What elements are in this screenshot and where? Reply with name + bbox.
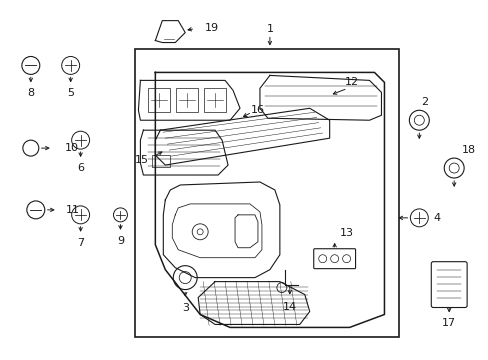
Bar	[135, 49, 399, 337]
Bar	[176, 88, 198, 112]
Bar	[152, 155, 170, 167]
Text: 11: 11	[65, 205, 80, 215]
Text: 2: 2	[420, 97, 427, 107]
Text: 4: 4	[432, 213, 440, 223]
Text: 19: 19	[205, 23, 219, 33]
Text: 1: 1	[266, 24, 273, 33]
Text: 17: 17	[441, 319, 455, 328]
Text: 12: 12	[344, 77, 358, 87]
Text: 7: 7	[77, 238, 84, 248]
Bar	[203, 88, 225, 112]
Text: 6: 6	[77, 163, 84, 173]
Text: 18: 18	[461, 145, 475, 155]
Text: 16: 16	[250, 105, 264, 115]
Text: 14: 14	[282, 302, 296, 311]
Bar	[148, 88, 170, 112]
Text: 10: 10	[64, 143, 79, 153]
Text: 5: 5	[67, 88, 74, 98]
Text: 3: 3	[182, 302, 188, 312]
Text: 15: 15	[134, 155, 148, 165]
Text: 9: 9	[117, 236, 124, 246]
Text: 8: 8	[27, 88, 34, 98]
Text: 13: 13	[339, 228, 353, 238]
